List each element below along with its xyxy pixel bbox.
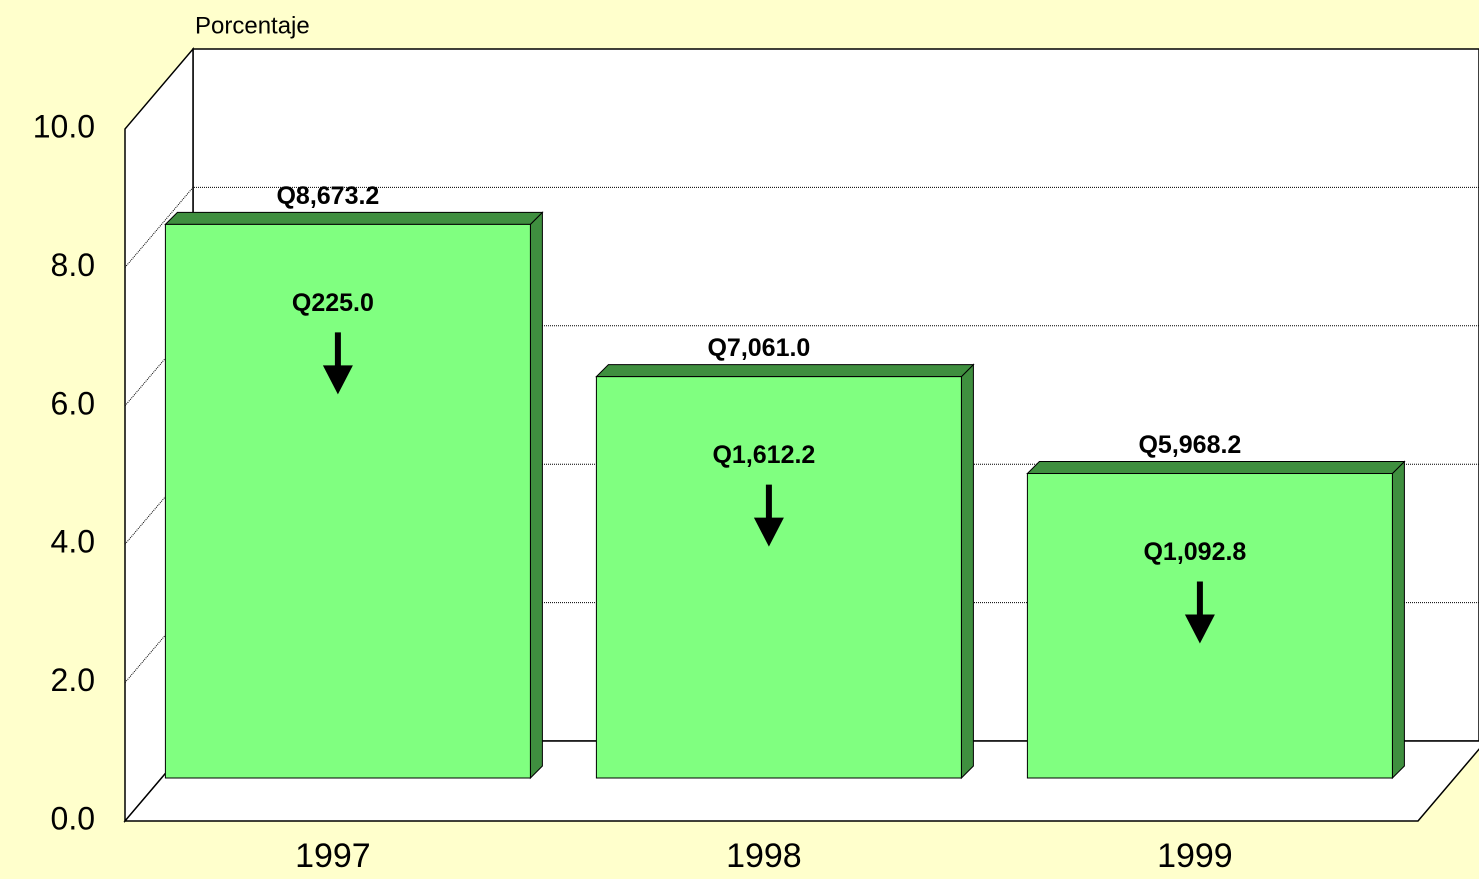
bar [1026,473,1393,779]
bar-side [529,211,543,780]
arrow-head [1184,614,1215,644]
amount-label: Q8,673.2 [276,182,379,210]
bar-side [1391,460,1405,780]
y-tick-label: 8.0 [51,247,95,283]
amount-label: Q5,968.2 [1138,431,1241,459]
arrow-head [753,517,784,547]
y-tick-label: 0.0 [51,800,95,836]
change-label: Q1,092.8 [1143,538,1246,566]
bar-top [1026,461,1406,475]
bar [164,223,531,779]
change-label: Q1,612.2 [712,441,815,469]
y-tick-label: 2.0 [51,662,95,698]
amount-label: Q7,061.0 [707,334,810,362]
x-tick-label: 1998 [726,837,802,875]
bar-side [960,363,974,780]
bar-top [595,364,975,378]
y-tick-label: 4.0 [51,524,95,560]
bar [595,376,962,779]
x-tick-label: 1999 [1157,837,1233,875]
grid-line [124,186,1479,268]
bar-top [164,211,544,225]
arrow-head [322,365,353,395]
axis-title: Porcentaje [195,12,310,39]
y-tick-label: 6.0 [51,385,95,421]
x-tick-label: 1997 [295,837,371,875]
change-label: Q225.0 [292,289,374,317]
y-tick-label: 10.0 [33,108,95,144]
